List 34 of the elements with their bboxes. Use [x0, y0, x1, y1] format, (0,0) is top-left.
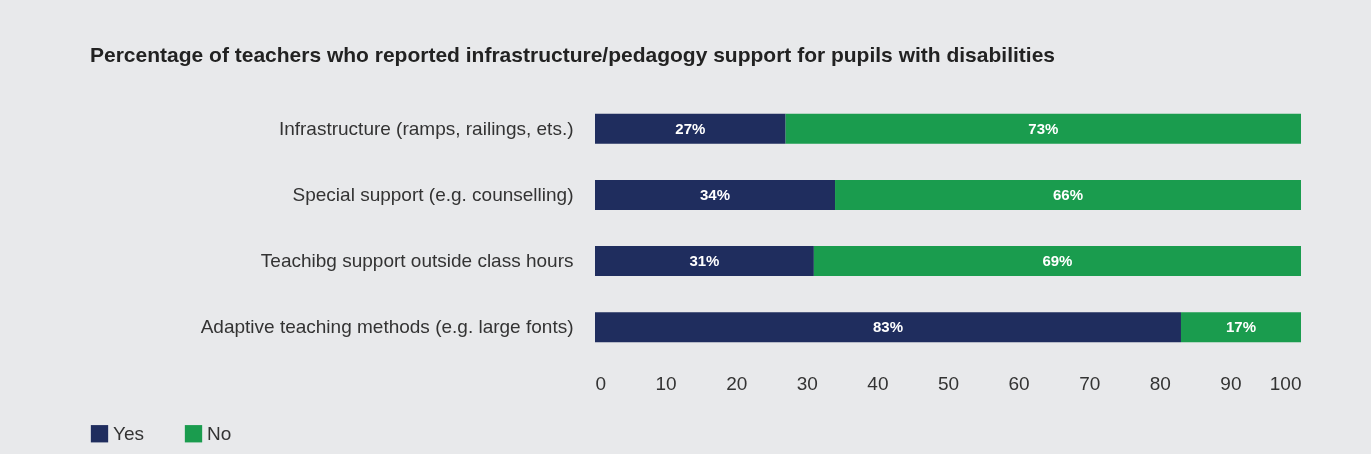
data-label: 73% [1028, 119, 1059, 137]
data-label: 83% [872, 318, 904, 336]
bar [595, 312, 1181, 343]
x-tick-label: 20 [726, 372, 748, 394]
bar [813, 246, 1301, 277]
x-tick-label: 50 [937, 372, 960, 394]
x-tick-label: 10 [655, 372, 677, 394]
x-tick-label: 80 [1149, 372, 1171, 394]
bar [1180, 312, 1301, 343]
bar [595, 113, 786, 144]
bar [835, 179, 1301, 210]
bar [595, 179, 836, 210]
data-label: 27% [675, 119, 706, 137]
bar [785, 113, 1301, 144]
x-tick-label: 0 [595, 372, 607, 394]
legend-label: No [207, 422, 232, 444]
x-tick-label: 30 [796, 372, 818, 394]
data-label: 17% [1225, 318, 1257, 336]
x-tick-label: 90 [1220, 372, 1242, 394]
x-tick-label: 60 [1008, 372, 1030, 394]
data-label: 66% [1053, 185, 1084, 203]
chart-title: Percentage of teachers who reported infrastructure/pedagogy support for pupils with disabilities [90, 43, 1055, 66]
data-label: 69% [1042, 252, 1073, 270]
data-label: 31% [689, 252, 720, 270]
y-tick-label: Teachibg support outside class hours [260, 250, 574, 272]
y-tick-label: Infrastructure (ramps, railings, ets.) [278, 117, 574, 139]
legend-label: Yes [113, 422, 144, 444]
y-tick-label: Adaptive teaching methods (e.g. large fonts) [200, 316, 574, 338]
y-tick-label: Special support (e.g. counselling) [292, 183, 574, 205]
data-label: 34% [700, 185, 731, 203]
x-tick-label: 40 [867, 372, 889, 394]
bar [595, 246, 814, 277]
x-tick-label: 100 [1269, 372, 1302, 394]
x-tick-label: 70 [1079, 372, 1101, 394]
